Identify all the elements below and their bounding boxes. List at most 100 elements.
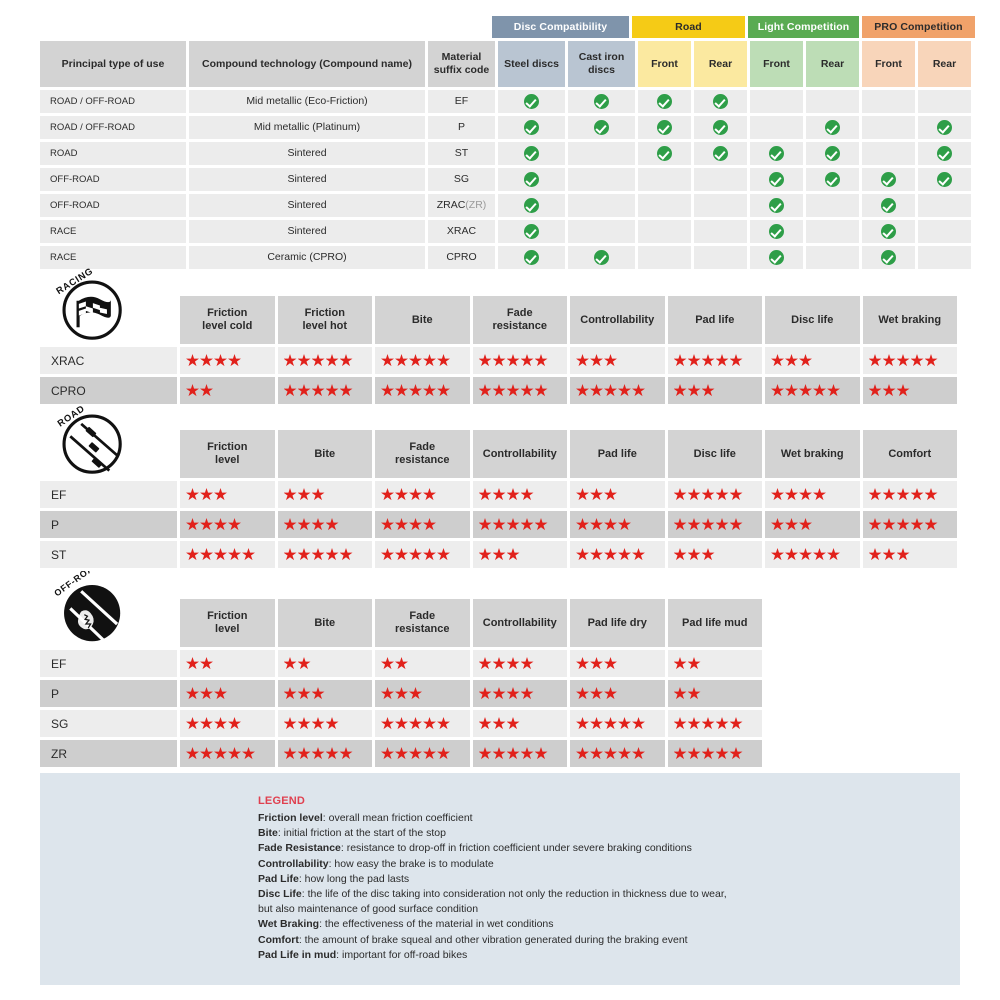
cell-principal-use: ROAD / OFF-ROAD <box>40 116 186 139</box>
check-icon <box>825 120 840 135</box>
star-icon <box>604 717 617 730</box>
col-header-fade-resistance: Fade resistance <box>472 296 567 344</box>
star-icon <box>618 717 631 730</box>
star-icon <box>868 384 882 397</box>
star-icon <box>395 384 408 397</box>
check-icon <box>657 94 672 109</box>
compatibility-check-cell <box>750 168 803 191</box>
star-icon <box>771 548 784 561</box>
row-label-sg: SG <box>40 710 177 737</box>
star-icon <box>576 518 589 531</box>
col-header-pad-life-dry: Pad life dry <box>570 599 665 647</box>
star-icon <box>311 384 325 397</box>
table-row: EF <box>40 650 960 677</box>
star-icon <box>868 488 882 501</box>
star-rating <box>180 384 275 397</box>
compatibility-check-cell <box>918 142 971 165</box>
star-rating <box>668 354 763 367</box>
col-header-material-suffix: Material suffix code <box>428 41 495 87</box>
star-icon <box>771 488 784 501</box>
col-header-bite: Bite <box>277 430 372 478</box>
star-icon <box>478 384 492 397</box>
star-icon <box>325 518 339 531</box>
check-icon <box>594 250 609 265</box>
legend-entry: Pad Life: how long the pad lasts <box>258 872 960 887</box>
star-icon <box>325 548 339 561</box>
star-icon <box>799 518 812 531</box>
star-icon <box>283 717 297 730</box>
star-icon <box>200 384 213 397</box>
star-icon <box>590 488 603 501</box>
compatibility-empty-cell <box>918 246 971 269</box>
compatibility-empty-cell <box>568 194 635 217</box>
star-icon <box>339 747 353 760</box>
rating-cell <box>570 377 665 404</box>
star-icon <box>673 657 687 670</box>
star-rating <box>375 747 470 760</box>
star-icon <box>590 747 603 760</box>
star-rating <box>668 747 763 760</box>
rating-cell <box>375 650 470 677</box>
star-icon <box>311 354 325 367</box>
star-icon <box>325 717 339 730</box>
star-icon <box>729 354 743 367</box>
compatibility-check-cell <box>638 142 691 165</box>
star-icon <box>409 354 422 367</box>
table-row: ROAD / OFF-ROAD Mid metallic (Eco-Frictio… <box>40 90 971 113</box>
offroad-header-row: Friction level Bite Fade resistance Controlla… <box>40 599 960 647</box>
row-label-st: ST <box>40 541 177 568</box>
star-rating <box>375 488 470 501</box>
legend-entry: Friction level: overall mean friction co… <box>258 811 960 826</box>
legend-description: : initial friction at the start of the s… <box>277 827 446 840</box>
star-rating <box>278 488 373 501</box>
compatibility-empty-cell <box>638 220 691 243</box>
col-header-wet-braking: Wet braking <box>862 296 957 344</box>
star-icon <box>297 488 311 501</box>
group-pro-competition: PRO Competition <box>862 16 975 38</box>
offroad-body: EF P SG ZR <box>40 650 960 767</box>
compatibility-check-cell <box>806 116 859 139</box>
star-icon <box>283 354 297 367</box>
star-icon <box>534 354 548 367</box>
rating-cell <box>765 541 860 568</box>
table-row: ROAD / OFF-ROAD Mid metallic (Platinum) P <box>40 116 971 139</box>
star-rating <box>570 548 665 561</box>
compatibility-empty-cell <box>568 168 635 191</box>
star-icon <box>785 518 798 531</box>
star-icon <box>576 354 589 367</box>
col-header-controllability: Controllability <box>472 430 567 478</box>
legend-description: : resistance to drop-off in friction coe… <box>340 842 692 855</box>
compatibility-check-cell <box>638 116 691 139</box>
rating-cell <box>570 511 665 538</box>
legend-entry: Controllability: how easy the brake is t… <box>258 857 960 872</box>
star-icon <box>423 548 436 561</box>
star-icon <box>228 717 241 730</box>
star-icon <box>311 687 325 700</box>
compatibility-check-cell <box>568 116 635 139</box>
rating-cell <box>862 481 957 508</box>
check-icon <box>713 94 728 109</box>
rating-cell <box>570 481 665 508</box>
rating-cell <box>667 511 762 538</box>
legend-term: Controllability <box>258 857 329 870</box>
star-icon <box>437 548 450 561</box>
star-icon <box>618 548 631 561</box>
star-rating <box>570 687 665 700</box>
star-icon <box>882 488 896 501</box>
table-row: CPRO <box>40 377 960 404</box>
star-icon <box>297 687 311 700</box>
star-icon <box>520 518 534 531</box>
star-icon <box>423 488 436 501</box>
col-header-controllability: Controllability <box>570 296 665 344</box>
star-icon <box>228 518 241 531</box>
star-icon <box>520 354 534 367</box>
rating-cell <box>375 347 470 374</box>
star-icon <box>283 548 297 561</box>
star-icon <box>186 687 199 700</box>
star-icon <box>520 488 534 501</box>
cell-material-code: SG <box>428 168 495 191</box>
compatibility-check-cell <box>806 168 859 191</box>
star-icon <box>311 548 325 561</box>
legend-entry: but also maintenance of good surface con… <box>258 902 960 917</box>
col-header-pad-life: Pad life <box>667 296 762 344</box>
